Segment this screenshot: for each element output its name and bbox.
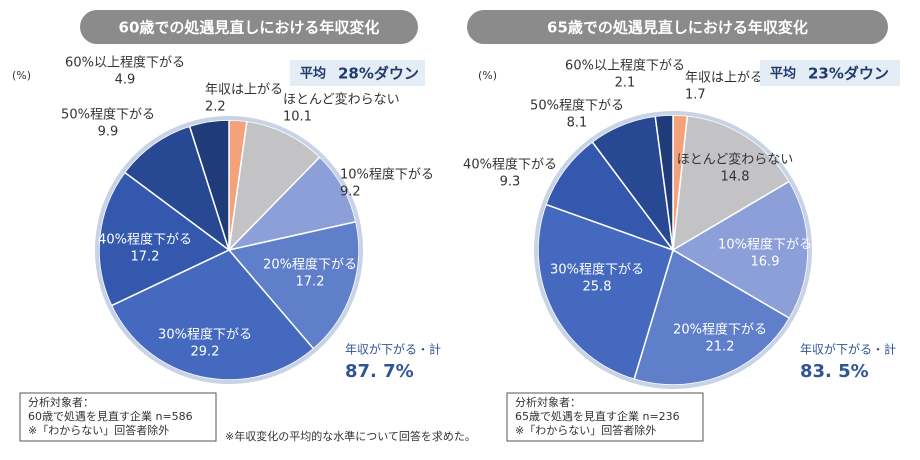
- slice-label: 30%程度下がる: [158, 327, 252, 343]
- slice-value: 17.2: [296, 275, 325, 290]
- note-line: ※「わからない」回答者除外: [28, 423, 169, 437]
- slice-label: 10%程度下がる: [718, 237, 812, 253]
- slice-label: 50%程度下がる: [530, 98, 624, 114]
- note-line: 分析対象者：: [28, 395, 94, 409]
- average-box: [760, 60, 900, 86]
- slice-value: 9.3: [500, 175, 521, 190]
- slice-value: 2.1: [615, 76, 636, 91]
- total-label: 年収が下がる・計: [345, 342, 441, 357]
- slice-value: 4.9: [115, 73, 136, 88]
- slice-value: 14.8: [721, 170, 750, 185]
- slice-value: 25.8: [583, 280, 612, 295]
- note-line: 60歳で処遇を見直す企業 n=586: [28, 409, 193, 423]
- footnote: ※年収変化の平均的な水準について回答を求めた。: [225, 429, 476, 443]
- slice-label: 20%程度下がる: [673, 322, 767, 338]
- slice-label: 50%程度下がる: [61, 107, 155, 123]
- slice-label: 60%以上程度下がる: [565, 58, 685, 74]
- title-pill: [80, 10, 418, 44]
- pie-slice: [123, 125, 231, 252]
- slice-value: 8.1: [567, 116, 588, 131]
- chart-title: 60歳での処遇見直しにおける年収変化: [119, 19, 380, 37]
- pie-slice: [544, 140, 676, 252]
- chart-title: 65歳での処遇見直しにおける年収変化: [547, 19, 808, 37]
- slice-value: 1.7: [685, 88, 706, 103]
- pie-slice: [98, 171, 231, 307]
- pie-slice: [537, 203, 674, 381]
- pie-rim: [95, 116, 363, 384]
- slice-label: ほとんど変わらない: [283, 92, 400, 108]
- pie-slice: [227, 120, 321, 253]
- slice-label: 年収は上がる: [205, 83, 283, 98]
- pie-slice: [672, 114, 791, 252]
- average-value: 23%ダウン: [808, 65, 889, 83]
- total-value: 87. 7%: [345, 361, 414, 382]
- average-label: 平均: [300, 66, 326, 82]
- slice-value: 9.9: [98, 125, 119, 140]
- note-box: [506, 392, 704, 442]
- slice-label: 40%程度下がる: [98, 232, 192, 248]
- slice-value: 17.2: [131, 250, 160, 265]
- slice-label: ほとんど変わらない: [677, 152, 794, 168]
- slice-value: 9.2: [340, 185, 361, 200]
- note-line: 65歳で処遇を見直す企業 n=236: [515, 409, 680, 423]
- slice-label: 30%程度下がる: [550, 262, 644, 278]
- slice-value: 29.2: [191, 345, 220, 360]
- total-label: 年収が下がる・計: [800, 342, 896, 357]
- unit-label: (%): [478, 69, 497, 82]
- slice-label: 40%程度下がる: [463, 157, 557, 173]
- slice-value: 2.2: [205, 100, 226, 115]
- pie-slice: [671, 180, 809, 320]
- slice-label: 60%以上程度下がる: [65, 55, 185, 71]
- slice-label: 10%程度下がる: [340, 167, 434, 183]
- average-label: 平均: [770, 66, 796, 82]
- total-value: 83. 5%: [800, 361, 869, 382]
- note-box: [19, 392, 217, 442]
- pie-rim: [534, 111, 812, 389]
- slice-label: 年収は上がる: [685, 71, 763, 86]
- pie-slice: [227, 220, 360, 350]
- average-value: 28%ダウン: [338, 65, 419, 83]
- slice-label: 20%程度下がる: [263, 257, 357, 273]
- pie-slice: [633, 248, 791, 386]
- slice-value: 21.2: [706, 340, 735, 355]
- unit-label: (%): [12, 69, 31, 82]
- title-pill: [467, 10, 888, 44]
- note-line: 分析対象者：: [515, 395, 581, 409]
- slice-value: 10.1: [283, 110, 312, 125]
- note-line: ※「わからない」回答者除外: [515, 423, 656, 437]
- slice-value: 16.9: [751, 255, 780, 270]
- average-box: [290, 60, 425, 86]
